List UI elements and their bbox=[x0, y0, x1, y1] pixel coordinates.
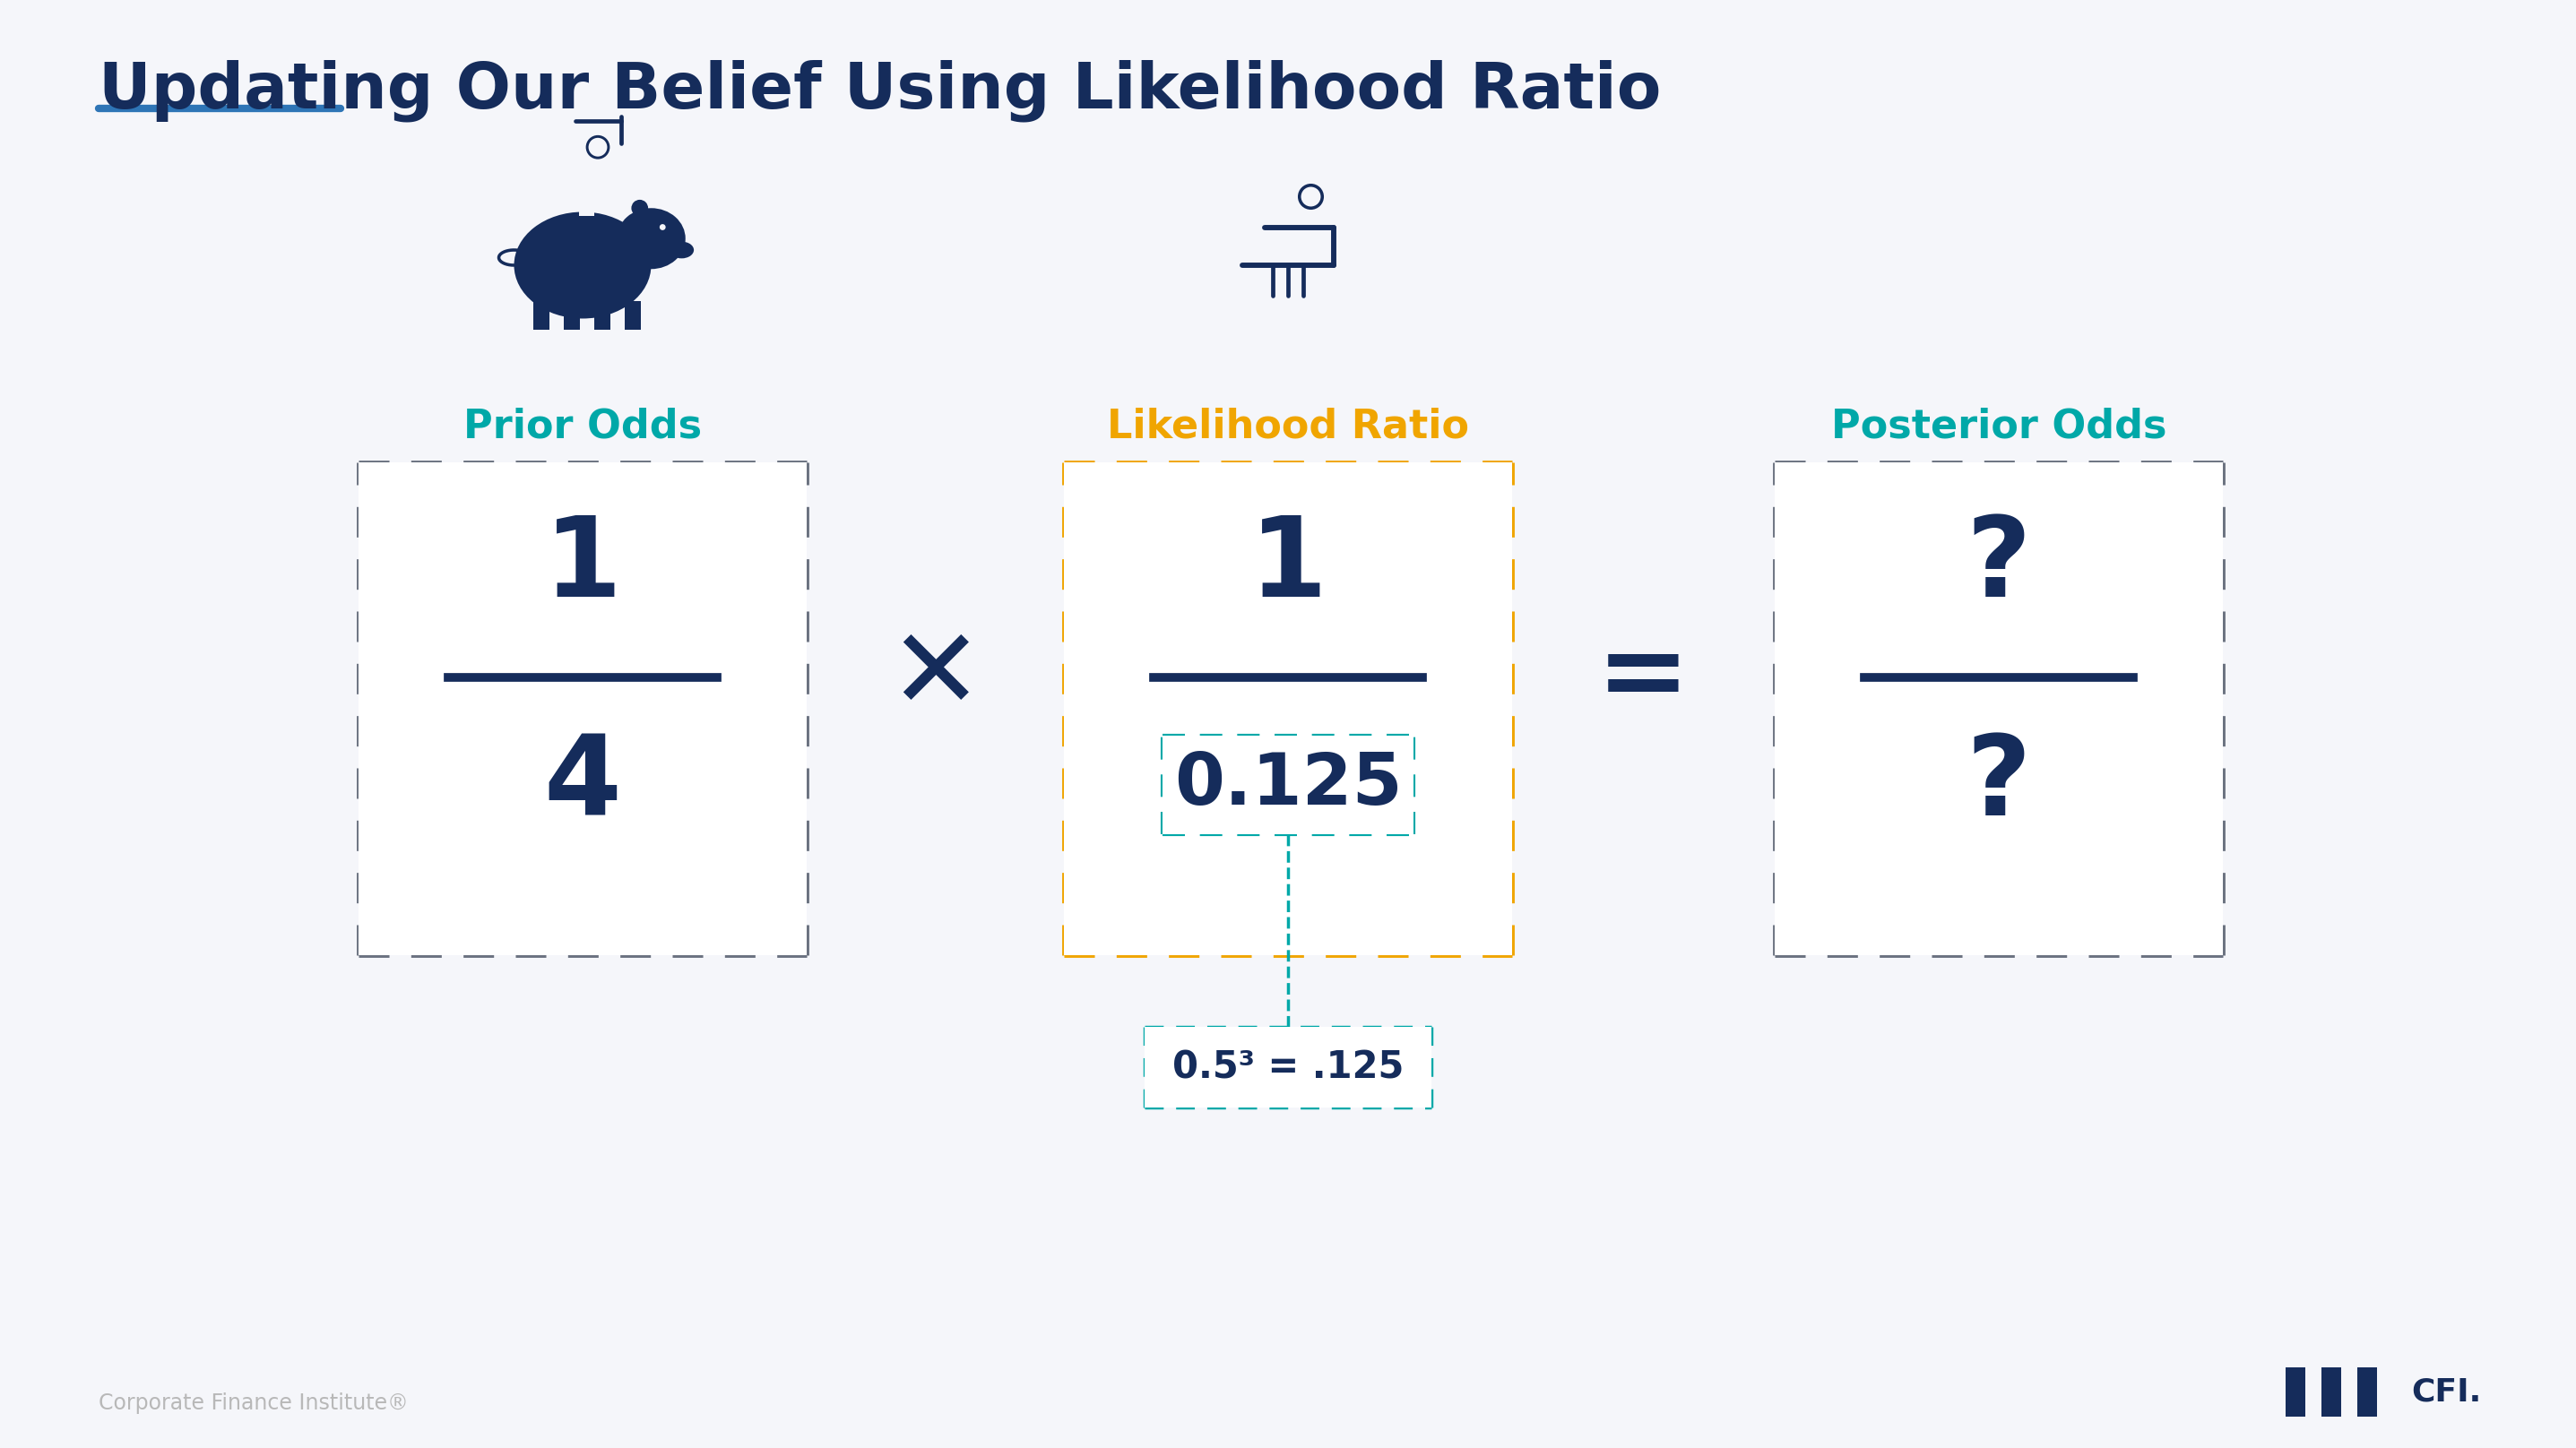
Polygon shape bbox=[2285, 1367, 2306, 1416]
Bar bbox=[595, 301, 611, 330]
Text: Likelihood Ratio: Likelihood Ratio bbox=[1108, 407, 1468, 446]
Text: Posterior Odds: Posterior Odds bbox=[1832, 407, 2166, 446]
Text: 0.125: 0.125 bbox=[1175, 750, 1401, 820]
Text: 1: 1 bbox=[544, 511, 621, 620]
Polygon shape bbox=[1144, 1027, 1432, 1108]
Text: ?: ? bbox=[1965, 511, 2032, 620]
Ellipse shape bbox=[515, 211, 652, 319]
Text: ✕: ✕ bbox=[889, 623, 981, 731]
Text: 0.5³ = .125: 0.5³ = .125 bbox=[1172, 1048, 1404, 1086]
Text: Prior Odds: Prior Odds bbox=[464, 407, 701, 446]
Bar bbox=[564, 301, 580, 330]
Polygon shape bbox=[358, 462, 806, 956]
Bar bbox=[533, 301, 549, 330]
Polygon shape bbox=[2357, 1367, 2378, 1416]
Text: 4: 4 bbox=[544, 731, 621, 840]
Ellipse shape bbox=[659, 224, 665, 230]
Text: ?: ? bbox=[1965, 731, 2032, 840]
Ellipse shape bbox=[670, 242, 693, 258]
Polygon shape bbox=[2321, 1367, 2342, 1416]
Polygon shape bbox=[1775, 462, 2223, 956]
Text: =: = bbox=[1597, 623, 1690, 731]
Ellipse shape bbox=[616, 209, 685, 269]
Bar bbox=[580, 210, 595, 216]
Text: Corporate Finance Institute®: Corporate Finance Institute® bbox=[98, 1393, 410, 1413]
Text: Updating Our Belief Using Likelihood Ratio: Updating Our Belief Using Likelihood Rat… bbox=[98, 59, 1662, 122]
Ellipse shape bbox=[631, 200, 649, 217]
Polygon shape bbox=[1064, 462, 1512, 956]
Bar bbox=[623, 301, 641, 330]
Polygon shape bbox=[1162, 736, 1414, 834]
Text: CFI.: CFI. bbox=[2411, 1377, 2481, 1407]
Text: 1: 1 bbox=[1249, 511, 1327, 620]
